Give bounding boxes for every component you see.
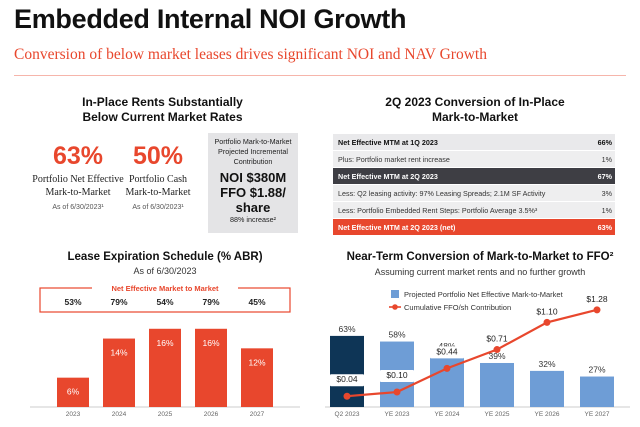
bar-value-label: 63% [338, 324, 355, 334]
x-tick-label: 2027 [250, 411, 265, 418]
header-divider [14, 75, 626, 76]
mtm-banner-label-bg [92, 283, 238, 293]
in-place-heading-line2: Below Current Market Rates [82, 110, 243, 124]
net-effective-label-2: Mark-to-Market [45, 187, 111, 198]
x-tick-label: 2024 [112, 411, 127, 418]
table-row: Plus: Portfolio market rent increase 1% [333, 151, 615, 168]
lease-expiration-chart: Net Effective Market to Market 53% 6% 2023 7… [30, 283, 300, 418]
cash-value: 50% [132, 142, 184, 170]
ffo-point [393, 388, 401, 396]
bar-value-label: 14% [110, 348, 127, 358]
bar-value-label: 12% [248, 357, 265, 367]
x-tick-label: YE 2023 [385, 411, 410, 418]
ffo-point [443, 364, 451, 372]
page-subtitle: Conversion of below market leases drives… [14, 46, 487, 63]
mtm-label: 79% [202, 297, 219, 307]
conversion-heading: 2Q 2023 Conversion of In-Place Mark-to-M… [355, 95, 595, 125]
x-tick-label: YE 2025 [485, 411, 510, 418]
ffo-label-bg [430, 346, 464, 359]
ffo-point [493, 346, 501, 354]
box-increase: 88% increase² [230, 215, 276, 224]
bar-value-label: 27% [588, 365, 605, 375]
lease-bar [57, 377, 89, 407]
x-tick-label: Q2 2023 [335, 411, 360, 418]
ffo-label-bg [330, 374, 364, 387]
net-effective-value: 63% [52, 142, 104, 170]
in-place-heading-line1: In-Place Rents Substantially [82, 95, 243, 109]
box-noi: NOI $380M [219, 170, 287, 185]
conversion-heading-line1: 2Q 2023 Conversion of In-Place [385, 95, 565, 109]
line-value-label: $1.10 [536, 306, 558, 316]
table-row: Net Effective MTM at 2Q 2023 67% [333, 168, 615, 185]
net-effective-label-1: Portfolio Net Effective [32, 174, 124, 185]
x-tick-label: 2025 [158, 411, 173, 418]
table-row: Net Effective MTM at 1Q 2023 66% [333, 134, 615, 151]
bar-value-label: 58% [388, 330, 405, 340]
line-value-label: $1.28 [586, 294, 608, 304]
lease-bar [149, 328, 181, 407]
ffo-chart-title: Near-Term Conversion of Mark-to-Market t… [346, 251, 614, 263]
net-effective-stat: 63% Portfolio Net Effective Mark-to-Mark… [28, 142, 128, 211]
ffo-conversion-chart: Projected Portfolio Net Effective Mark-t… [325, 290, 630, 418]
bar-value-label: 16% [202, 338, 219, 348]
conversion-table: Net Effective MTM at 1Q 2023 66% Plus: Po… [333, 134, 615, 236]
box-line-2: Projected Incremental [218, 147, 288, 156]
mtm-banner-label: Net Effective Market to Market [111, 284, 219, 293]
cash-as-of: As of 6/30/2023¹ [132, 204, 184, 211]
in-place-heading: In-Place Rents Substantially Below Curre… [55, 95, 270, 125]
ffo-bar [480, 362, 514, 407]
legend-bar-label: Projected Portfolio Net Effective Mark-t… [404, 290, 564, 299]
legend-line-marker [392, 304, 398, 310]
ffo-line [346, 308, 598, 398]
ffo-point [593, 306, 601, 314]
table-row: Less: Portfolio Embedded Rent Steps: Por… [333, 202, 615, 219]
line-value-label: $0.71 [486, 334, 508, 344]
lease-bar [103, 338, 135, 407]
bar-value-label: 6% [67, 387, 80, 397]
line-value-label: $0.44 [436, 346, 458, 356]
table-row: Net Effective MTM at 2Q 2023 (net) 63% [333, 219, 615, 236]
conversion-heading-line2: Mark-to-Market [431, 110, 518, 124]
bar-value-label: 48% [438, 341, 455, 351]
ffo-bar [530, 370, 564, 407]
box-line-1: Portfolio Mark-to-Market [214, 137, 292, 146]
ffo-bar [580, 376, 614, 407]
mtm-label: 54% [156, 297, 173, 307]
ffo-chart-subtitle: Assuming current market rents and no fur… [374, 267, 586, 277]
box-line-3: Contribution [233, 157, 273, 166]
legend-line-label: Cumulative FFO/sh Contribution [404, 303, 511, 312]
mtm-contribution-box: Portfolio Mark-to-Market Projected Incre… [208, 133, 298, 233]
cash-stat: 50% Portfolio Cash Mark-to-Market As of … [113, 142, 203, 211]
bar-value-label: 32% [538, 359, 555, 369]
x-tick-label: YE 2026 [535, 411, 560, 418]
cash-label-1: Portfolio Cash [128, 174, 188, 185]
lease-chart-subtitle: As of 6/30/2023 [133, 266, 197, 276]
table-row: Less: Q2 leasing activity: 97% Leasing S… [333, 185, 615, 202]
legend-bar-swatch [391, 290, 399, 298]
mtm-label: 79% [110, 297, 127, 307]
x-tick-label: YE 2027 [585, 411, 610, 418]
lease-chart-title: Lease Expiration Schedule (% ABR) [67, 251, 263, 263]
cash-label-2: Mark-to-Market [125, 187, 191, 198]
bar-value-label: 16% [156, 338, 173, 348]
ffo-point [343, 392, 351, 400]
ffo-point [543, 318, 551, 326]
lease-bar [241, 348, 273, 407]
net-effective-as-of: As of 6/30/2023¹ [52, 204, 104, 211]
ffo-label-bg [380, 370, 414, 383]
line-value-label: $0.10 [386, 370, 408, 380]
page-title: Embedded Internal NOI Growth [14, 4, 407, 34]
bar-value-label: 39% [488, 351, 505, 361]
x-tick-label: 2023 [66, 411, 81, 418]
box-share: share [235, 200, 271, 215]
ffo-bar [430, 352, 464, 407]
mtm-label: 45% [248, 297, 265, 307]
lease-bar [195, 328, 227, 407]
line-value-label: $0.04 [336, 374, 358, 384]
mtm-label: 53% [64, 297, 81, 307]
x-tick-label: 2026 [204, 411, 219, 418]
box-ffo: FFO $1.88/ [220, 185, 286, 200]
x-tick-label: YE 2024 [435, 411, 460, 418]
